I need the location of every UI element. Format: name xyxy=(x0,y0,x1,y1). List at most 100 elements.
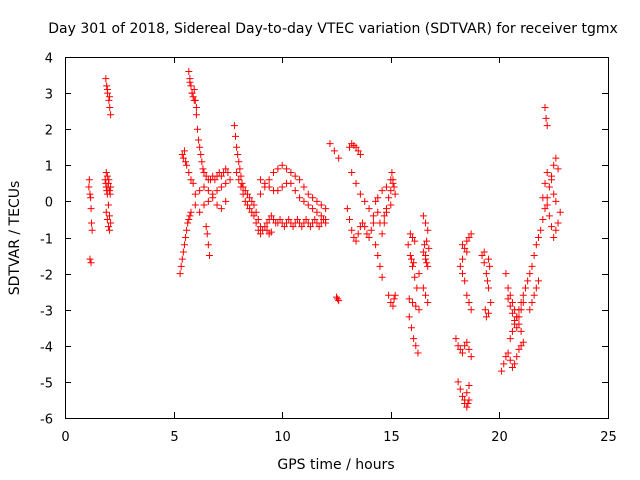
data-point xyxy=(506,356,514,364)
data-point xyxy=(454,342,462,350)
data-point xyxy=(196,208,204,216)
data-point xyxy=(287,169,295,177)
data-point xyxy=(270,215,278,223)
data-point xyxy=(508,327,516,335)
data-point xyxy=(458,270,466,278)
data-point xyxy=(176,270,184,278)
data-point xyxy=(391,291,399,299)
data-point xyxy=(411,237,419,245)
data-point xyxy=(254,215,262,223)
data-point xyxy=(204,197,212,205)
data-point xyxy=(467,306,475,314)
data-point xyxy=(250,201,258,209)
data-point xyxy=(256,176,264,184)
data-point xyxy=(248,197,256,205)
data-point xyxy=(543,169,551,177)
y-tick-label: -4 xyxy=(40,341,53,356)
data-point xyxy=(106,212,114,220)
data-point xyxy=(526,270,534,278)
data-point xyxy=(458,241,466,249)
axis-ticks xyxy=(65,57,609,419)
data-point xyxy=(330,147,338,155)
data-point xyxy=(183,161,191,169)
data-point xyxy=(222,179,230,187)
data-point xyxy=(463,291,471,299)
data-point xyxy=(422,219,430,227)
data-point xyxy=(237,172,245,180)
data-point xyxy=(409,234,417,241)
data-point xyxy=(359,219,367,227)
data-point xyxy=(187,208,195,216)
data-point xyxy=(424,262,432,270)
data-point xyxy=(410,259,418,267)
data-point xyxy=(182,234,190,241)
data-point xyxy=(104,223,112,231)
data-point xyxy=(534,234,542,241)
data-point xyxy=(458,392,466,400)
data-point xyxy=(182,158,190,166)
data-point xyxy=(424,226,432,234)
data-point xyxy=(541,104,549,112)
data-point xyxy=(387,298,395,306)
data-point xyxy=(382,183,390,191)
data-point xyxy=(415,270,423,278)
data-point xyxy=(374,252,382,260)
data-point xyxy=(241,197,249,205)
data-point xyxy=(550,190,558,198)
data-point xyxy=(238,179,246,187)
data-point xyxy=(86,255,94,263)
data-point xyxy=(508,309,516,317)
data-point xyxy=(385,194,393,202)
data-point xyxy=(361,197,369,205)
data-point xyxy=(196,187,204,195)
data-point xyxy=(304,201,312,209)
data-point xyxy=(326,140,334,148)
data-point xyxy=(217,183,225,191)
data-point xyxy=(186,78,194,86)
data-point xyxy=(388,169,396,177)
data-point xyxy=(419,212,427,220)
data-point xyxy=(186,212,194,220)
data-point xyxy=(200,169,208,177)
data-point xyxy=(183,226,191,234)
y-axis-title: SDTVAR / TECUs xyxy=(7,181,23,296)
data-point xyxy=(270,169,278,177)
data-point xyxy=(235,158,243,166)
data-point xyxy=(296,176,304,184)
data-point xyxy=(265,183,273,191)
data-point xyxy=(500,360,508,368)
data-point xyxy=(315,223,323,231)
data-point xyxy=(263,226,271,234)
data-point xyxy=(409,298,417,306)
data-point xyxy=(178,150,186,158)
data-point xyxy=(352,179,360,187)
data-point xyxy=(550,161,558,169)
data-point xyxy=(539,194,547,202)
data-point xyxy=(352,143,360,151)
data-point xyxy=(226,176,234,184)
data-point xyxy=(378,187,386,195)
data-point xyxy=(107,219,115,227)
data-point xyxy=(250,212,258,220)
data-point xyxy=(285,215,293,223)
data-point xyxy=(198,158,206,166)
y-tick-label: -2 xyxy=(40,269,53,284)
data-point xyxy=(178,255,186,263)
data-point xyxy=(213,201,221,209)
data-point xyxy=(413,284,421,292)
data-point xyxy=(261,179,269,187)
data-point xyxy=(480,259,488,267)
data-point xyxy=(502,353,510,361)
data-point xyxy=(306,223,314,231)
data-point xyxy=(322,205,330,213)
data-point xyxy=(190,85,198,93)
data-point xyxy=(105,176,113,184)
data-point xyxy=(465,298,473,306)
data-point xyxy=(193,125,201,133)
data-point xyxy=(356,190,364,198)
data-point xyxy=(407,255,415,263)
data-point xyxy=(302,215,310,223)
data-point xyxy=(405,313,413,321)
data-point xyxy=(237,183,245,191)
